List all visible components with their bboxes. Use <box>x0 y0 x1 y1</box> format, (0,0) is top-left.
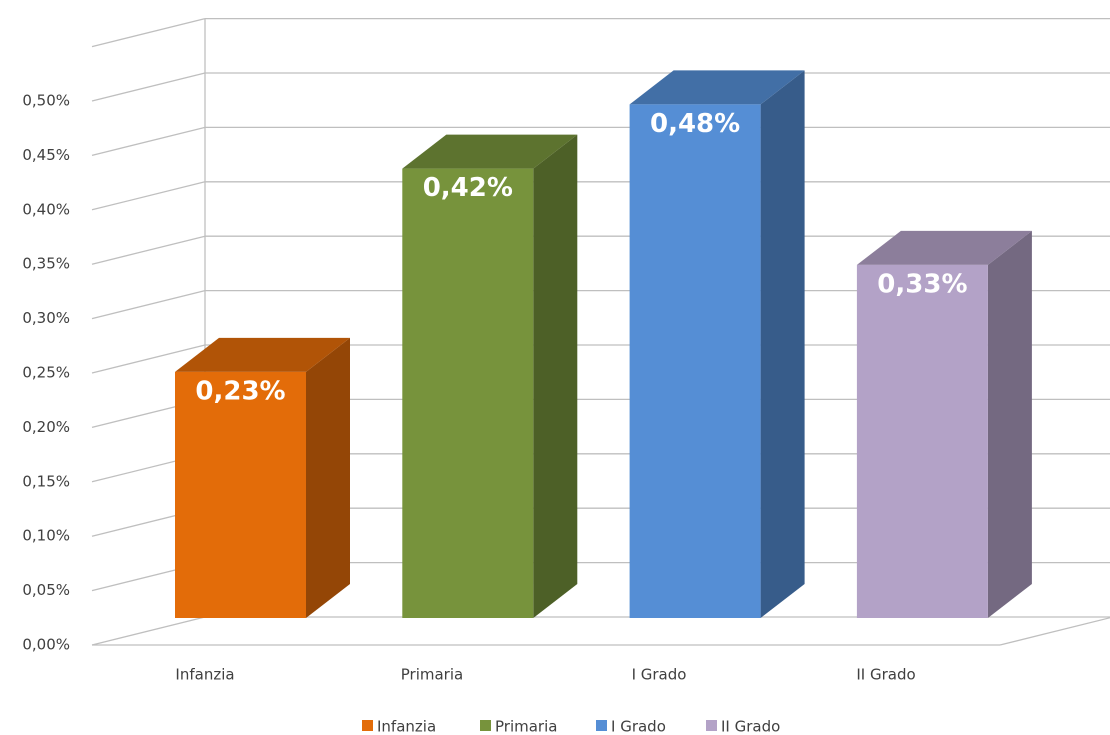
bar <box>402 168 534 618</box>
grid-line <box>91 72 206 102</box>
bar <box>629 104 761 618</box>
y-tick-label: 0,05% <box>22 581 70 599</box>
bar-side <box>987 230 1032 618</box>
grid-line <box>91 344 206 374</box>
y-tick-label: 0,15% <box>22 472 70 490</box>
legend-swatch <box>480 720 491 731</box>
y-tick-label: 0,20% <box>22 418 70 436</box>
x-tick-label: Primaria <box>401 666 463 684</box>
floor-edge <box>999 617 1110 646</box>
y-tick-label: 0,50% <box>22 92 70 110</box>
y-tick-label: 0,25% <box>22 364 70 382</box>
bar <box>175 371 306 618</box>
bar-top <box>856 230 1032 265</box>
wall-top <box>91 17 206 48</box>
grid-line <box>91 616 206 646</box>
y-tick-label: 0,00% <box>22 636 70 654</box>
legend-label: Primaria <box>495 718 557 735</box>
value-label: 0,42% <box>423 173 513 203</box>
bar-top <box>402 134 578 169</box>
y-tick-label: 0,35% <box>22 255 70 273</box>
grid-line <box>91 235 206 265</box>
x-tick-label: I Grado <box>632 666 687 684</box>
legend-swatch <box>706 720 717 731</box>
bar-side <box>533 134 578 618</box>
grid-line <box>91 181 206 211</box>
bar-top <box>629 70 805 105</box>
grid-line <box>91 289 206 320</box>
legend-swatch <box>596 720 607 731</box>
value-label: 0,23% <box>195 376 285 406</box>
y-tick-label: 0,45% <box>22 146 70 164</box>
grid-line <box>91 126 206 157</box>
y-tick-label: 0,40% <box>22 200 70 218</box>
y-tick-label: 0,10% <box>22 527 70 545</box>
bar-top <box>175 337 350 372</box>
legend-label: II Grado <box>721 718 780 735</box>
bar <box>856 264 988 618</box>
legend-label: Infanzia <box>377 718 436 735</box>
x-tick-label: Infanzia <box>175 666 234 684</box>
bar-side <box>306 337 350 618</box>
x-tick-label: II Grado <box>856 666 915 684</box>
legend-swatch <box>362 720 373 731</box>
value-label: 0,33% <box>877 269 967 299</box>
value-label: 0,48% <box>650 109 740 139</box>
legend-label: I Grado <box>611 718 666 735</box>
bar-side <box>760 70 805 618</box>
y-tick-label: 0,30% <box>22 309 70 327</box>
